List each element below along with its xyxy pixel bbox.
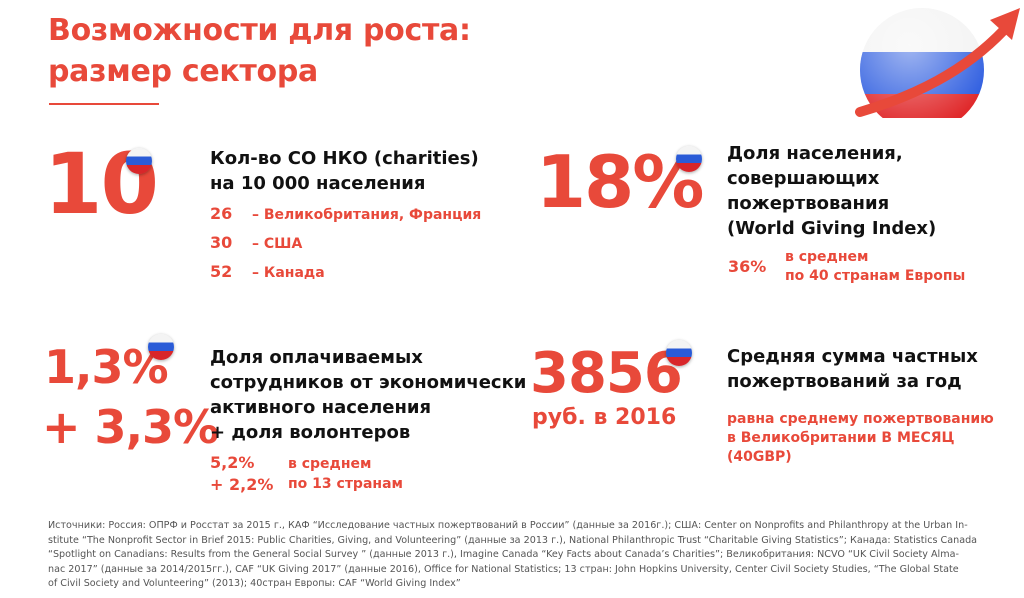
block1-row-label: – США	[252, 236, 303, 252]
block2-compare-line1: в среднем	[785, 249, 869, 265]
block2-heading: Доля населения, совершающих пожертвовани…	[727, 141, 936, 241]
block3-heading-line3: активного населения	[210, 397, 432, 418]
block3-compare-line2: по 13 странам	[288, 476, 403, 492]
block3-big-number-1: 1,3%	[44, 340, 169, 394]
block1-row: 52 – Канада	[210, 262, 325, 281]
sources-footnote: Источники: Россия: ОПРФ и Росстат за 201…	[48, 519, 988, 592]
block2-compare-text: в среднем по 40 странам Европы	[785, 248, 965, 286]
block3-heading: Доля оплачиваемых сотрудников от экономи…	[210, 345, 526, 445]
block4-heading: Средняя сумма частных пожертвований за г…	[727, 344, 978, 394]
block1-row-label: – Канада	[252, 265, 325, 281]
sources-line: of Civil Society and Volunteering” (2013…	[48, 578, 461, 589]
sources-line: “Spotlight on Canadians: Results from th…	[48, 549, 959, 560]
block1-row: 26 – Великобритания, Франция	[210, 204, 481, 223]
block1-row: 30 – США	[210, 233, 302, 252]
block1-row-number: 30	[210, 233, 233, 252]
block3-heading-line4: + доля волонтеров	[210, 422, 411, 443]
sources-line: stitute “The Nonprofit Sector in Brief 2…	[48, 534, 978, 546]
block4-note-line3: (40GBP)	[727, 449, 792, 465]
block2-compare-value: 36%	[728, 257, 767, 276]
block1-row-number: 52	[210, 262, 233, 281]
russia-flag-icon	[666, 340, 692, 366]
block4-heading-line2: пожертвований за год	[727, 371, 962, 392]
block2-heading-line4: (World Giving Index)	[727, 218, 937, 239]
block3-big-number-2: + 3,3%	[42, 400, 219, 454]
block1-heading-line1: Кол-во СО НКО (charities)	[210, 148, 479, 169]
page-title: Возможности для роста: размер сектора	[48, 10, 471, 92]
block4-big-number: 3856	[530, 341, 683, 406]
block1-row-label: – Великобритания, Франция	[252, 207, 482, 223]
block3-compare-text: в среднем по 13 странам	[288, 454, 403, 494]
block4-note-line2: в Великобритании В МЕСЯЦ	[727, 430, 955, 446]
russia-flag-icon	[676, 146, 702, 172]
block3-compare-value2: + 2,2%	[210, 475, 274, 494]
block3-compare-value1: 5,2%	[210, 453, 255, 472]
block1-row-number: 26	[210, 204, 233, 223]
block3-heading-line1: Доля оплачиваемых	[210, 347, 423, 368]
block4-subtext: руб. в 2016	[532, 405, 677, 430]
block2-heading-line3: пожертвования	[727, 193, 890, 214]
growth-arrow-icon	[855, 8, 1020, 118]
sources-line: nac 2017” (данные за 2014/2015гг.), CAF …	[48, 563, 959, 575]
title-line-1: Возможности для роста:	[48, 13, 471, 48]
block4-note: равна среднему пожертвованию в Великобри…	[727, 410, 994, 467]
russia-flag-icon	[126, 148, 152, 174]
block3-heading-line2: сотрудников от экономически	[210, 372, 527, 393]
title-line-2: размер сектора	[48, 54, 318, 89]
block2-compare-line2: по 40 странам Европы	[785, 268, 966, 284]
title-underline	[49, 103, 159, 105]
block1-heading: Кол-во СО НКО (charities) на 10 000 насе…	[210, 146, 479, 196]
block1-heading-line2: на 10 000 населения	[210, 173, 426, 194]
russia-flag-icon	[148, 334, 174, 360]
block3-compare-values: 5,2% + 2,2%	[210, 452, 273, 496]
block4-note-line1: равна среднему пожертвованию	[727, 411, 994, 427]
block2-heading-line2: совершающих	[727, 168, 880, 189]
block2-heading-line1: Доля населения,	[727, 143, 903, 164]
block4-heading-line1: Средняя сумма частных	[727, 346, 978, 367]
block3-compare-line1: в среднем	[288, 456, 372, 472]
sources-line: Источники: Россия: ОПРФ и Росстат за 201…	[48, 520, 968, 531]
